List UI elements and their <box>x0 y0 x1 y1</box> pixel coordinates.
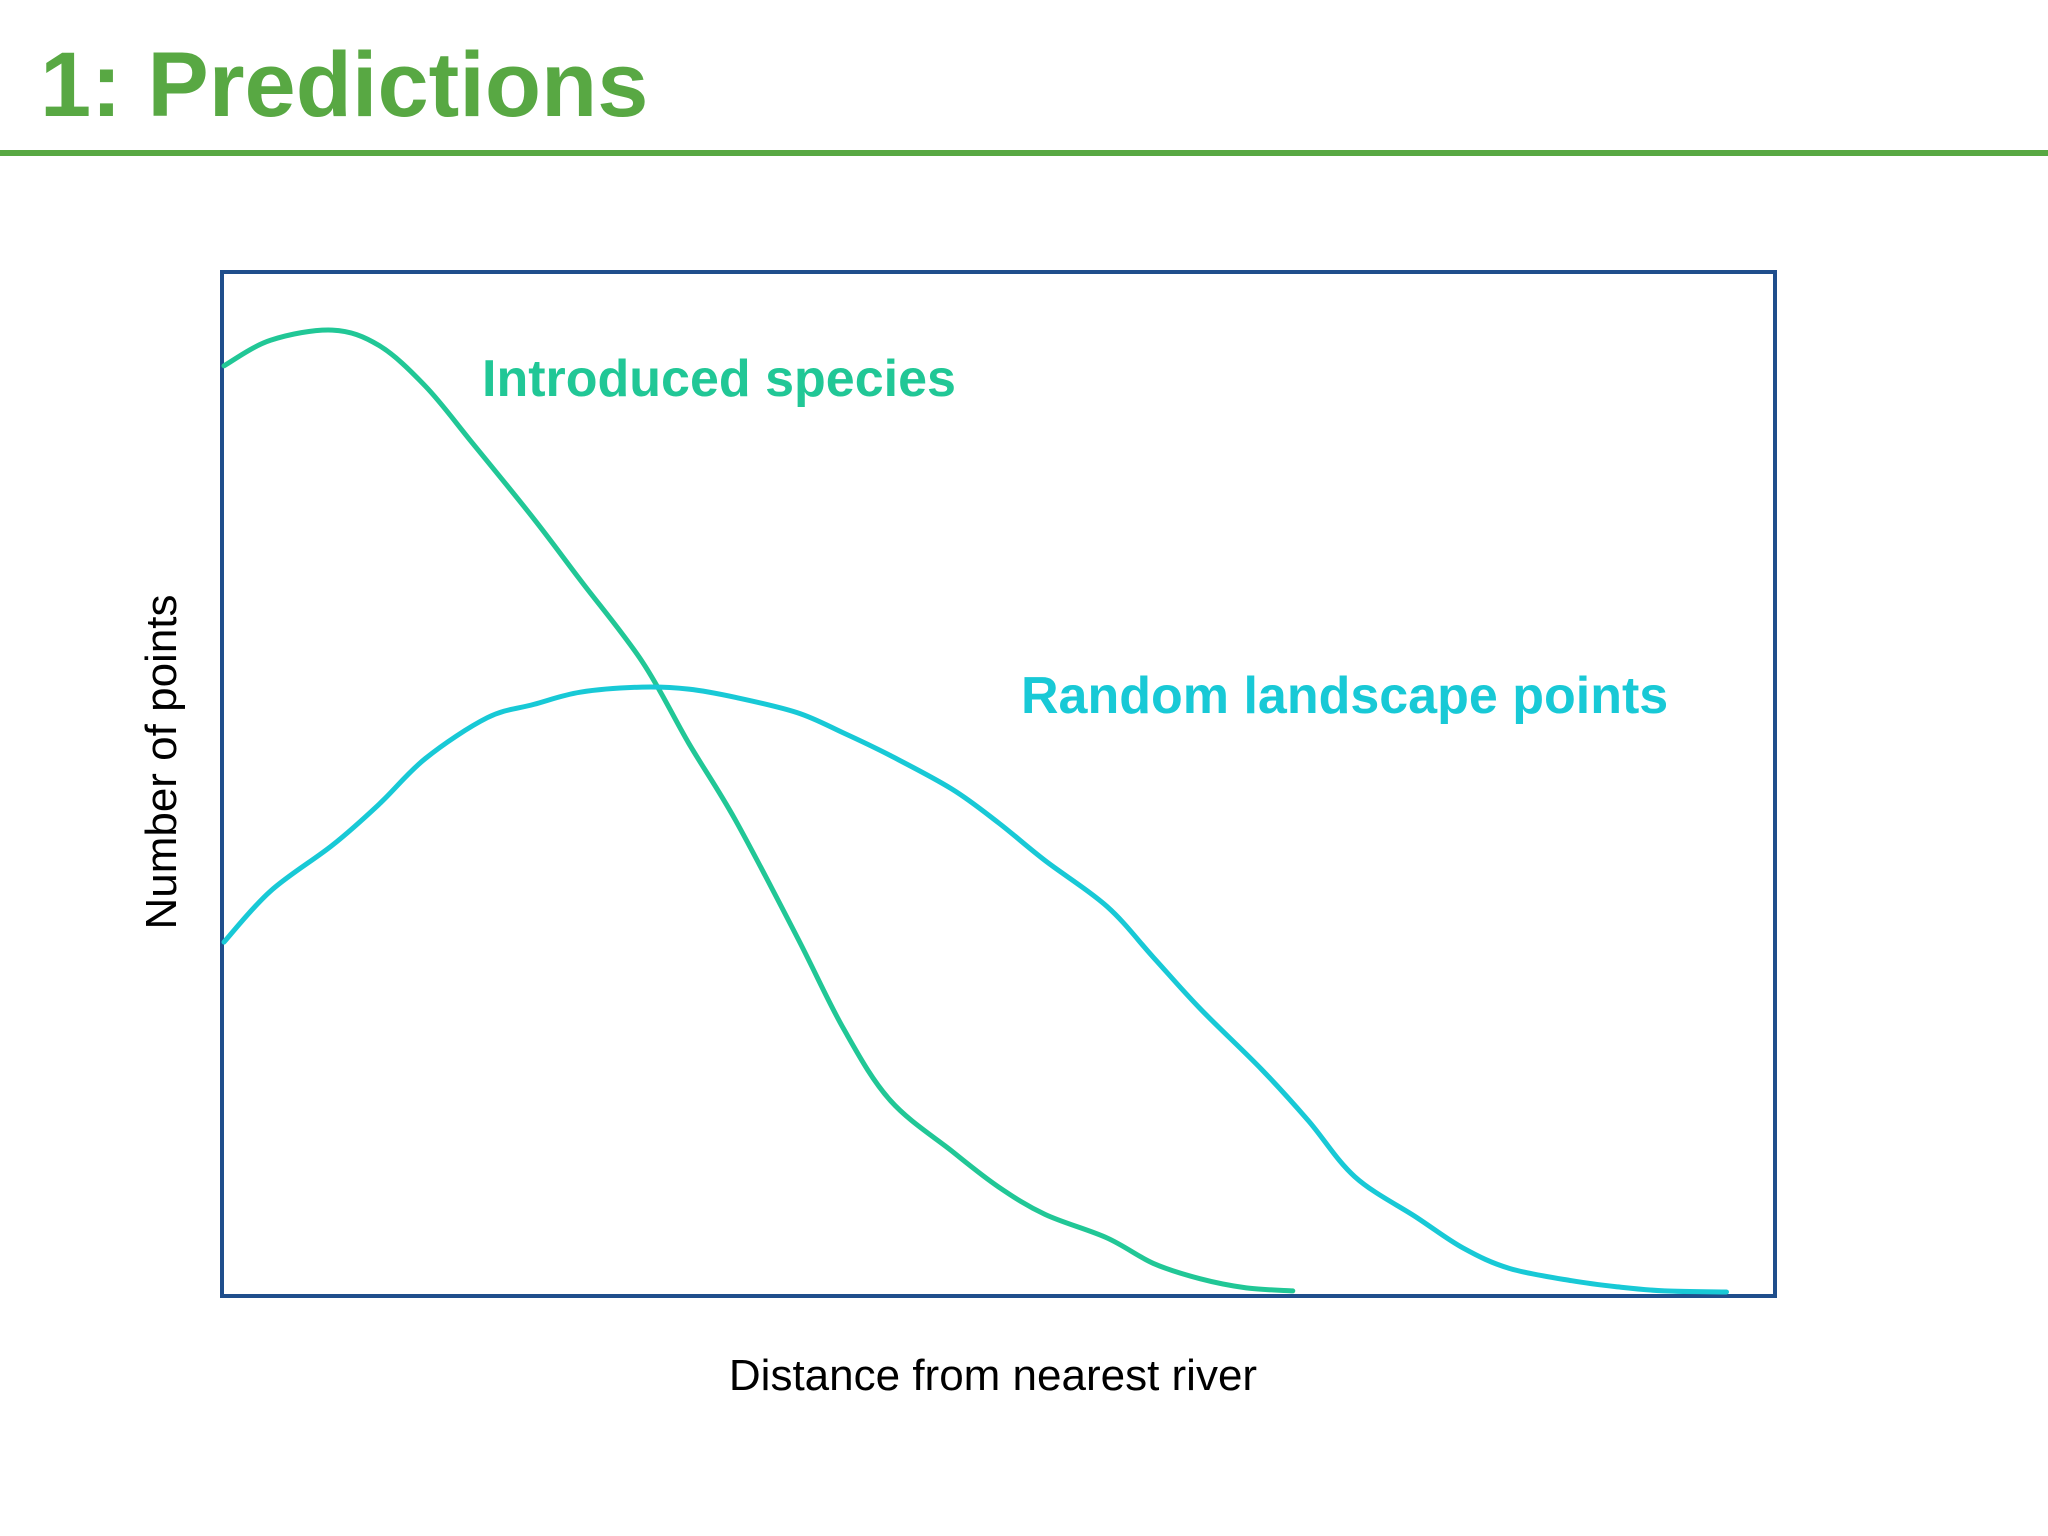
series-random-landscape-points-line <box>221 684 1729 1295</box>
x-axis-label: Distance from nearest river <box>729 1351 1257 1400</box>
title-rule <box>0 150 2048 156</box>
series-layer <box>221 327 1729 1295</box>
label-layer: Introduced species Random landscape poin… <box>137 350 1668 1400</box>
series-introduced-species-line <box>221 327 1296 1294</box>
plot-frame <box>220 270 1777 1298</box>
slide-title: 1: Predictions <box>40 34 649 136</box>
series-label-random-landscape-points: Random landscape points <box>1021 667 1668 725</box>
series-label-introduced-species: Introduced species <box>482 350 956 408</box>
y-axis-label: Number of points <box>137 594 186 929</box>
